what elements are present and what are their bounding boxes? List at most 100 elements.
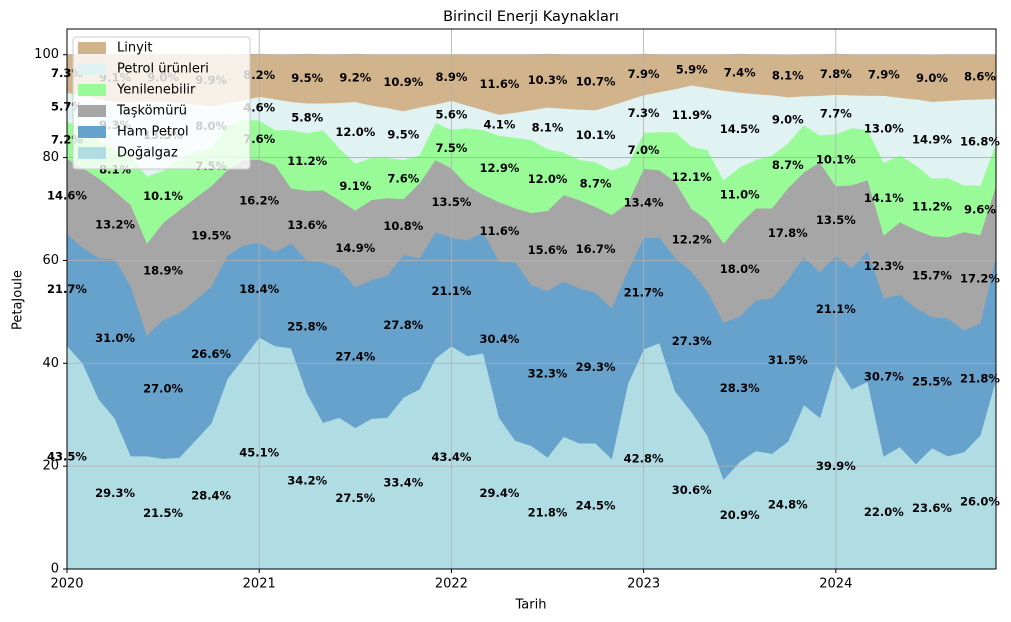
value-label: 18.9% [143,263,183,277]
value-label: 12.1% [672,170,712,184]
value-label: 9.5% [387,128,419,142]
value-label: 10.9% [383,75,423,89]
value-label: 10.7% [576,75,616,89]
value-label: 7.7% [820,107,852,121]
value-label: 43.4% [431,450,471,464]
legend-label: Doğalgaz [117,146,178,161]
value-label: 7.4% [724,66,756,80]
value-label: 19.5% [191,229,231,243]
legend-swatch [78,126,106,138]
value-label: 16.8% [960,135,1000,149]
value-label: 15.7% [912,269,952,283]
value-label: 29.3% [95,486,135,500]
value-label: 27.0% [143,382,183,396]
y-tick-label: 80 [42,150,59,165]
y-tick-label: 0 [51,562,59,577]
y-tick-label: 20 [42,459,59,474]
value-label: 33.4% [383,476,423,490]
value-label: 14.1% [864,191,904,205]
legend-label: Taşkömürü [116,104,187,119]
value-label: 11.2% [287,154,327,168]
legend: Linyit Petrol ürünleri Yenilenebilir Taşköm… [72,36,251,170]
value-label: 8.9% [435,70,467,84]
value-label: 31.0% [95,331,135,345]
value-label: 7.3% [628,106,660,120]
value-label: 11.6% [480,224,520,238]
value-label: 16.7% [576,242,616,256]
x-axis-label: Tarih [515,598,547,613]
value-label: 11.9% [672,108,712,122]
value-label: 12.2% [672,232,712,246]
value-label: 7.8% [820,67,852,81]
value-label: 14.9% [912,132,952,146]
y-tick-label: 100 [34,47,59,62]
value-label: 7.6% [387,172,419,186]
value-label: 15.6% [528,243,568,257]
value-label: 12.0% [528,172,568,186]
value-label: 9.0% [772,113,804,127]
value-label: 9.0% [916,71,948,85]
value-label: 5.9% [676,62,708,76]
value-label: 30.7% [864,369,904,383]
value-label: 18.4% [239,282,279,296]
legend-box [72,36,251,170]
legend-label: Petrol ürünleri [117,62,209,77]
legend-swatch [78,63,106,75]
value-label: 11.6% [480,77,520,91]
value-label: 27.4% [335,350,375,364]
value-label: 21.7% [624,286,664,300]
value-label: 14.5% [720,122,760,136]
value-label: 10.8% [383,219,423,233]
value-label: 4.6% [243,101,275,115]
value-label: 10.1% [576,128,616,142]
value-label: 30.4% [480,332,520,346]
legend-swatch [78,84,106,96]
value-label: 13.5% [816,213,856,227]
x-tick-label: 2023 [627,577,660,592]
value-label: 21.1% [431,284,471,298]
value-label: 9.1% [339,179,371,193]
legend-label: Linyit [117,41,153,56]
plot-frame [66,28,997,570]
value-label: 22.0% [864,505,904,519]
legend-swatch [78,42,106,54]
value-label: 8.1% [772,69,804,83]
legend-swatch [78,105,106,117]
value-label: 8.7% [772,158,804,172]
value-label: 8.6% [964,69,996,83]
x-tick-label: 2020 [50,577,83,592]
value-label: 9.2% [339,70,371,84]
value-label: 30.6% [672,483,712,497]
value-label: 29.3% [576,360,616,374]
value-label: 4.1% [484,117,516,131]
value-label: 27.3% [672,334,712,348]
legend-label: Yenilenebilir [116,83,196,98]
value-label: 24.5% [576,499,616,513]
value-label: 8.2% [243,68,275,82]
value-label: 26.0% [960,495,1000,509]
value-label: 45.1% [239,446,279,460]
chart-title: Birincil Enerji Kaynakları [443,9,619,25]
x-tick-label: 2024 [819,577,852,592]
value-label: 29.4% [480,486,520,500]
value-label: 39.9% [816,459,856,473]
y-tick-label: 40 [42,356,59,371]
value-label: 21.5% [143,506,183,520]
value-label: 5.6% [435,107,467,121]
value-label: 5.8% [291,110,323,124]
value-label: 25.8% [287,319,327,333]
value-label: 10.1% [816,152,856,166]
value-label: 7.6% [243,132,275,146]
value-label: 23.6% [912,501,952,515]
value-label: 28.3% [720,381,760,395]
value-label: 13.6% [287,218,327,232]
value-label: 13.4% [624,195,664,209]
value-label: 13.2% [95,217,135,231]
value-label: 32.3% [528,366,568,380]
value-label: 17.8% [768,226,808,240]
value-label: 28.4% [191,488,231,502]
value-label: 7.9% [628,67,660,81]
value-label: 21.8% [960,372,1000,386]
